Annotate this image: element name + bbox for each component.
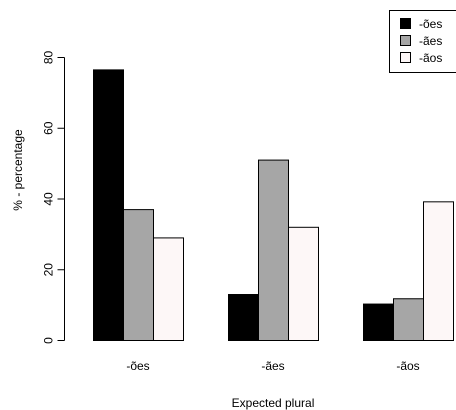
y-tick-label: 0: [42, 337, 56, 344]
legend-swatch: [400, 35, 411, 46]
legend-label: -ães: [419, 34, 442, 48]
y-tick-label: 20: [42, 263, 56, 277]
bar: [363, 303, 394, 341]
y-tick-label: 60: [42, 121, 56, 135]
bar: [93, 69, 124, 341]
bar: [153, 237, 184, 342]
bar: [123, 209, 154, 341]
x-axis-labels: -ões -ães -ãos: [126, 359, 419, 373]
y-tick-label: 40: [42, 192, 56, 206]
x-category-label: -ãos: [396, 359, 419, 373]
bar: [258, 159, 289, 341]
y-tick-label: 80: [42, 51, 56, 65]
bar: [423, 201, 454, 341]
bar: [288, 226, 319, 341]
y-axis: 0 20 40 60 80: [42, 51, 65, 344]
legend: -ões -ães -ãos: [389, 10, 456, 73]
bars: [93, 69, 454, 342]
x-category-label: -ães: [261, 359, 284, 373]
legend-swatch: [400, 18, 411, 29]
bar: [228, 294, 259, 342]
legend-swatch: [400, 52, 411, 63]
bar: [393, 298, 424, 342]
legend-label: -ões: [419, 17, 442, 31]
y-axis-title: % - percentage: [11, 129, 25, 211]
x-axis-title: Expected plural: [232, 396, 315, 410]
x-category-label: -ões: [126, 359, 149, 373]
legend-label: -ãos: [419, 51, 442, 65]
